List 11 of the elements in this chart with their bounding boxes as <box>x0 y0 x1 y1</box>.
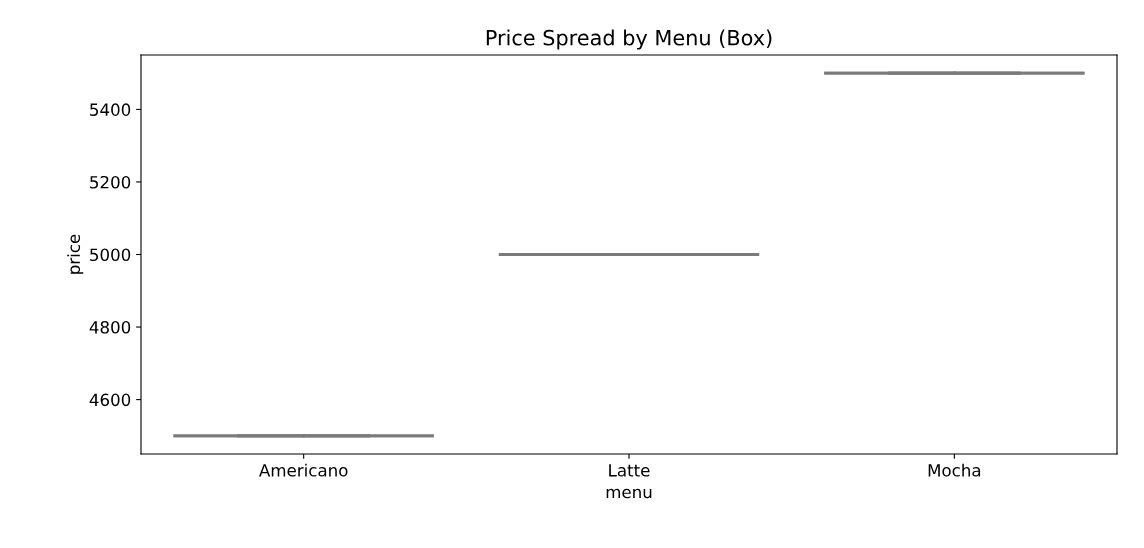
y-tick-label: 4600 <box>89 393 131 407</box>
y-tick-label: 5200 <box>90 175 131 189</box>
x-tick-label: Latte <box>609 464 650 477</box>
y-tick-label: 5400 <box>90 103 131 116</box>
chart-title: Price Spread by Menu (Box) <box>486 29 772 50</box>
x-tick-label: Americano <box>259 463 348 477</box>
y-tick-label: 5000 <box>90 248 131 262</box>
x-axis-title: menu <box>606 488 652 499</box>
y-axis-title: price <box>67 234 84 274</box>
y-tick-label: 4800 <box>89 321 131 334</box>
x-tick-label: Mocha <box>928 463 981 477</box>
